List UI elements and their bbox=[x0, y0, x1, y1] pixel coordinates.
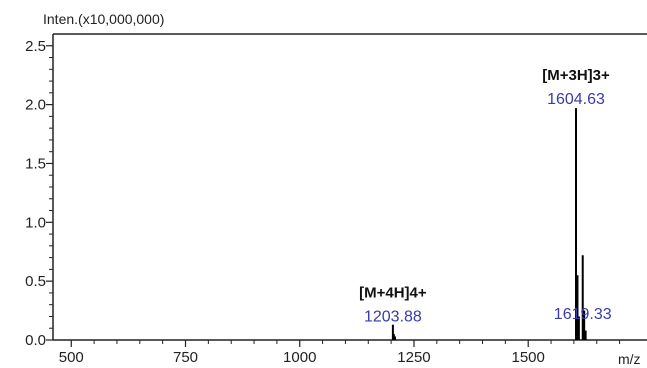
y-tick-label: 1.0 bbox=[25, 214, 46, 231]
y-tick-label: 2.5 bbox=[25, 38, 46, 55]
x-tick-label: 1250 bbox=[397, 349, 430, 366]
x-tick-label: 1000 bbox=[283, 349, 316, 366]
x-tick-label: 1500 bbox=[512, 349, 545, 366]
y-tick-label: 2.0 bbox=[25, 97, 46, 114]
x-tick-label: 500 bbox=[59, 349, 84, 366]
y-tick-label: 1.5 bbox=[25, 155, 46, 172]
peak-mz-label: 1604.63 bbox=[547, 91, 605, 108]
y-tick-label: 0.5 bbox=[25, 273, 46, 290]
y-axis-title: Inten.(x10,000,000) bbox=[43, 11, 164, 27]
y-tick-label: 0.0 bbox=[25, 332, 46, 349]
x-axis-title: m/z bbox=[618, 351, 641, 367]
x-tick-label: 750 bbox=[173, 349, 198, 366]
axis-ticks: 500 750 1000 1250 1500 0.0 0.5 1.0 1.5 2.0 2.5 bbox=[25, 38, 621, 366]
peak-ion-label: [M+4H]4+ bbox=[359, 285, 427, 302]
peak-labels-layer: 1203.88 [M+4H]4+ 1604.63 [M+3H]3+ 1619.33 bbox=[359, 67, 612, 326]
peaks-layer bbox=[391, 108, 587, 340]
peak-ion-label: [M+3H]3+ bbox=[542, 67, 610, 84]
peak-mz-label: 1619.33 bbox=[554, 306, 612, 323]
peak-mz-label: 1203.88 bbox=[364, 309, 422, 326]
